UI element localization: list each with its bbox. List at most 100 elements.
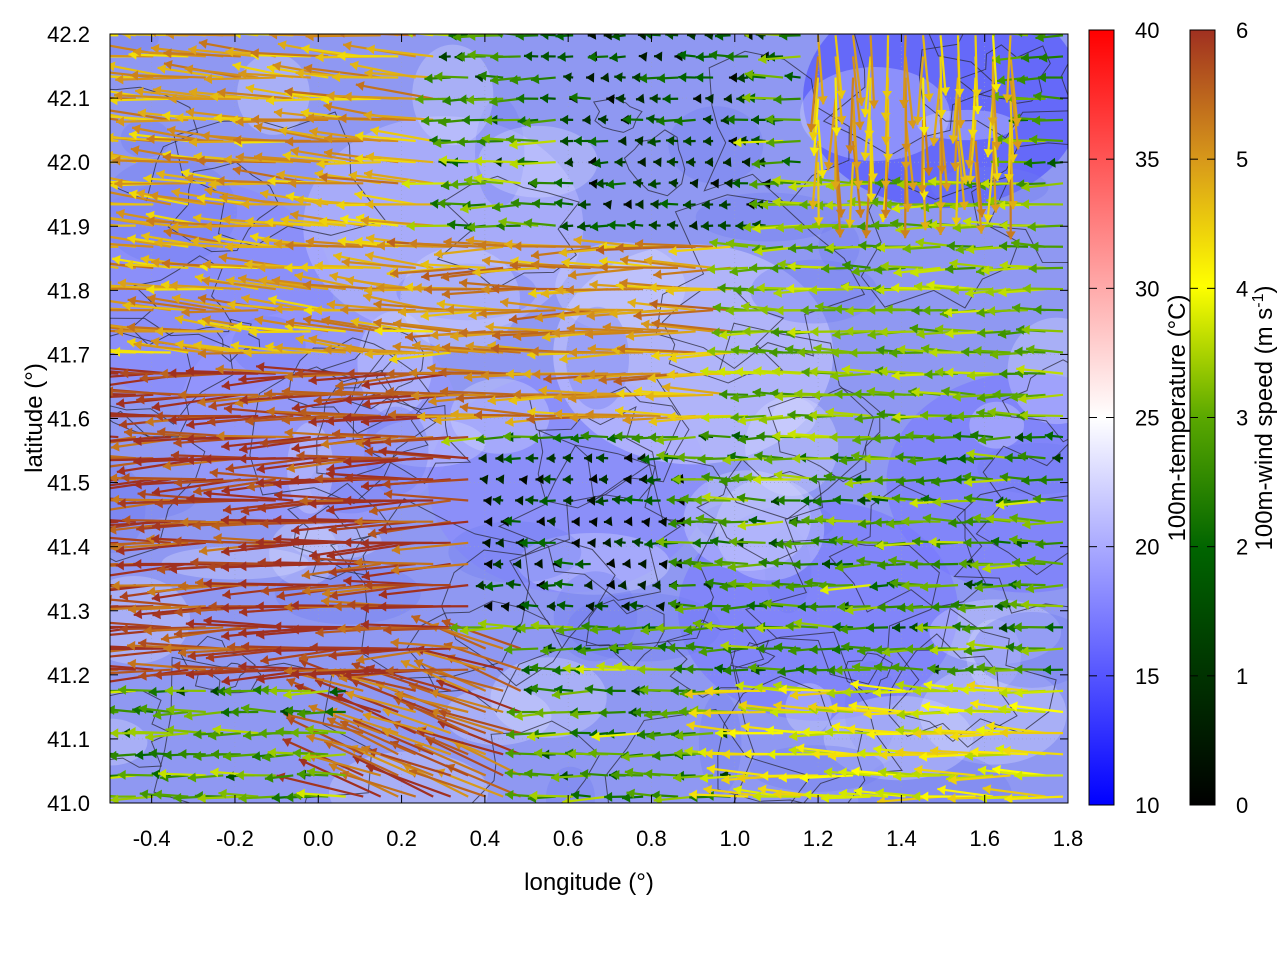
- wind-vector: [284, 705, 311, 716]
- wind-vector: [492, 495, 504, 506]
- wind-vector: [711, 327, 749, 338]
- wind-vector: [839, 624, 871, 635]
- wind-vector: [635, 199, 644, 210]
- wind-vector: [556, 600, 574, 611]
- wind-vector: [573, 135, 591, 146]
- wind-vector: [150, 337, 224, 354]
- wind-vector: [602, 537, 612, 548]
- wind-vector: [1023, 158, 1046, 169]
- wind-vector: [619, 255, 696, 269]
- wind-vector: [666, 494, 696, 505]
- wind-vector: [292, 748, 329, 759]
- wind-vector: [829, 432, 871, 443]
- wind-vector: [727, 728, 784, 739]
- wind-vector: [910, 708, 959, 719]
- wind-vector: [110, 647, 136, 653]
- wind-vector: [641, 517, 651, 528]
- wind-vector: [319, 172, 399, 185]
- colorbar-tick-label: 25: [1135, 406, 1159, 431]
- wind-vector: [628, 600, 644, 611]
- wind-vector: [169, 280, 241, 291]
- wind-vector: [110, 665, 154, 671]
- wind-vector: [850, 679, 906, 692]
- wind-vector: [536, 516, 545, 527]
- wind-vector: [306, 733, 382, 756]
- wind-vector: [146, 134, 224, 145]
- terrain-contour: [110, 317, 234, 425]
- wind-vector: [394, 690, 469, 714]
- wind-vector: [478, 308, 556, 319]
- wind-vector: [386, 34, 399, 37]
- wind-vector: [584, 684, 609, 695]
- wind-vector: [374, 325, 434, 336]
- wind-vector: [907, 455, 941, 466]
- wind-vector: [674, 730, 714, 741]
- wind-vector: [225, 457, 311, 474]
- wind-vector: [188, 137, 259, 148]
- wind-vector: [410, 390, 486, 401]
- x-axis-title: longitude (°): [524, 869, 654, 896]
- wind-vector: [737, 520, 784, 531]
- y-tick-label: 42.0: [47, 150, 90, 175]
- wind-vector: [970, 559, 1011, 570]
- wind-vector: [562, 474, 574, 485]
- wind-vector: [717, 220, 731, 231]
- wind-vector: [128, 189, 189, 206]
- wind-vector: [529, 177, 556, 188]
- temperature-patch: [110, 576, 191, 664]
- wind-vector: [1012, 579, 1046, 590]
- wind-vector: [585, 409, 661, 420]
- wind-vector: [578, 199, 591, 210]
- wind-vector: [584, 580, 593, 590]
- wind-vector: [563, 495, 574, 506]
- wind-vector: [914, 764, 976, 777]
- wind-vector: [463, 175, 504, 186]
- wind-vector: [668, 580, 696, 591]
- wind-vector: [238, 793, 276, 803]
- wind-vector: [193, 729, 224, 740]
- wind-vector: [945, 263, 976, 274]
- wind-vector: [360, 538, 451, 549]
- wind-vector: [201, 276, 276, 291]
- wind-vector: [793, 618, 836, 629]
- wind-vector: [824, 727, 871, 738]
- wind-vector: [343, 456, 434, 467]
- wind-vector: [963, 537, 994, 548]
- wind-vector: [651, 350, 714, 361]
- wind-vector: [524, 768, 556, 779]
- wind-vector: [685, 664, 714, 675]
- wind-vector: [769, 347, 801, 358]
- wind-vector: [974, 162, 986, 234]
- wind-vector: [981, 265, 1029, 276]
- wind-vector: [990, 536, 1011, 547]
- wind-vector: [283, 689, 329, 700]
- wind-vector: [364, 446, 451, 460]
- wind-vector: [1004, 793, 1064, 803]
- x-tick-label: -0.2: [216, 826, 254, 851]
- wind-vector: [343, 495, 434, 506]
- wind-vector: [552, 432, 574, 443]
- wind-vector: [222, 499, 311, 515]
- wind-vector: [902, 243, 941, 254]
- wind-vector: [503, 516, 521, 527]
- wind-vector: [208, 179, 276, 190]
- temperature-patch: [857, 751, 1013, 803]
- wind-vector: [382, 478, 469, 490]
- wind-vector: [212, 233, 276, 248]
- wind-vector: [203, 488, 294, 502]
- wind-vector: [313, 455, 399, 466]
- wind-vector: [564, 157, 574, 168]
- wind-vectors: [110, 34, 1064, 803]
- wind-vector: [808, 702, 871, 714]
- wind-vector: [181, 307, 259, 318]
- wind-vector: [503, 453, 521, 464]
- wind-vector: [655, 536, 696, 547]
- wind-vector: [546, 516, 556, 527]
- wind-vector: [233, 321, 294, 333]
- wind-vector: [361, 372, 451, 390]
- wind-vector: [643, 255, 714, 269]
- wind-vector: [110, 262, 154, 269]
- wind-vector: [718, 199, 731, 210]
- wind-vector: [117, 769, 154, 780]
- wind-vector: [825, 407, 871, 418]
